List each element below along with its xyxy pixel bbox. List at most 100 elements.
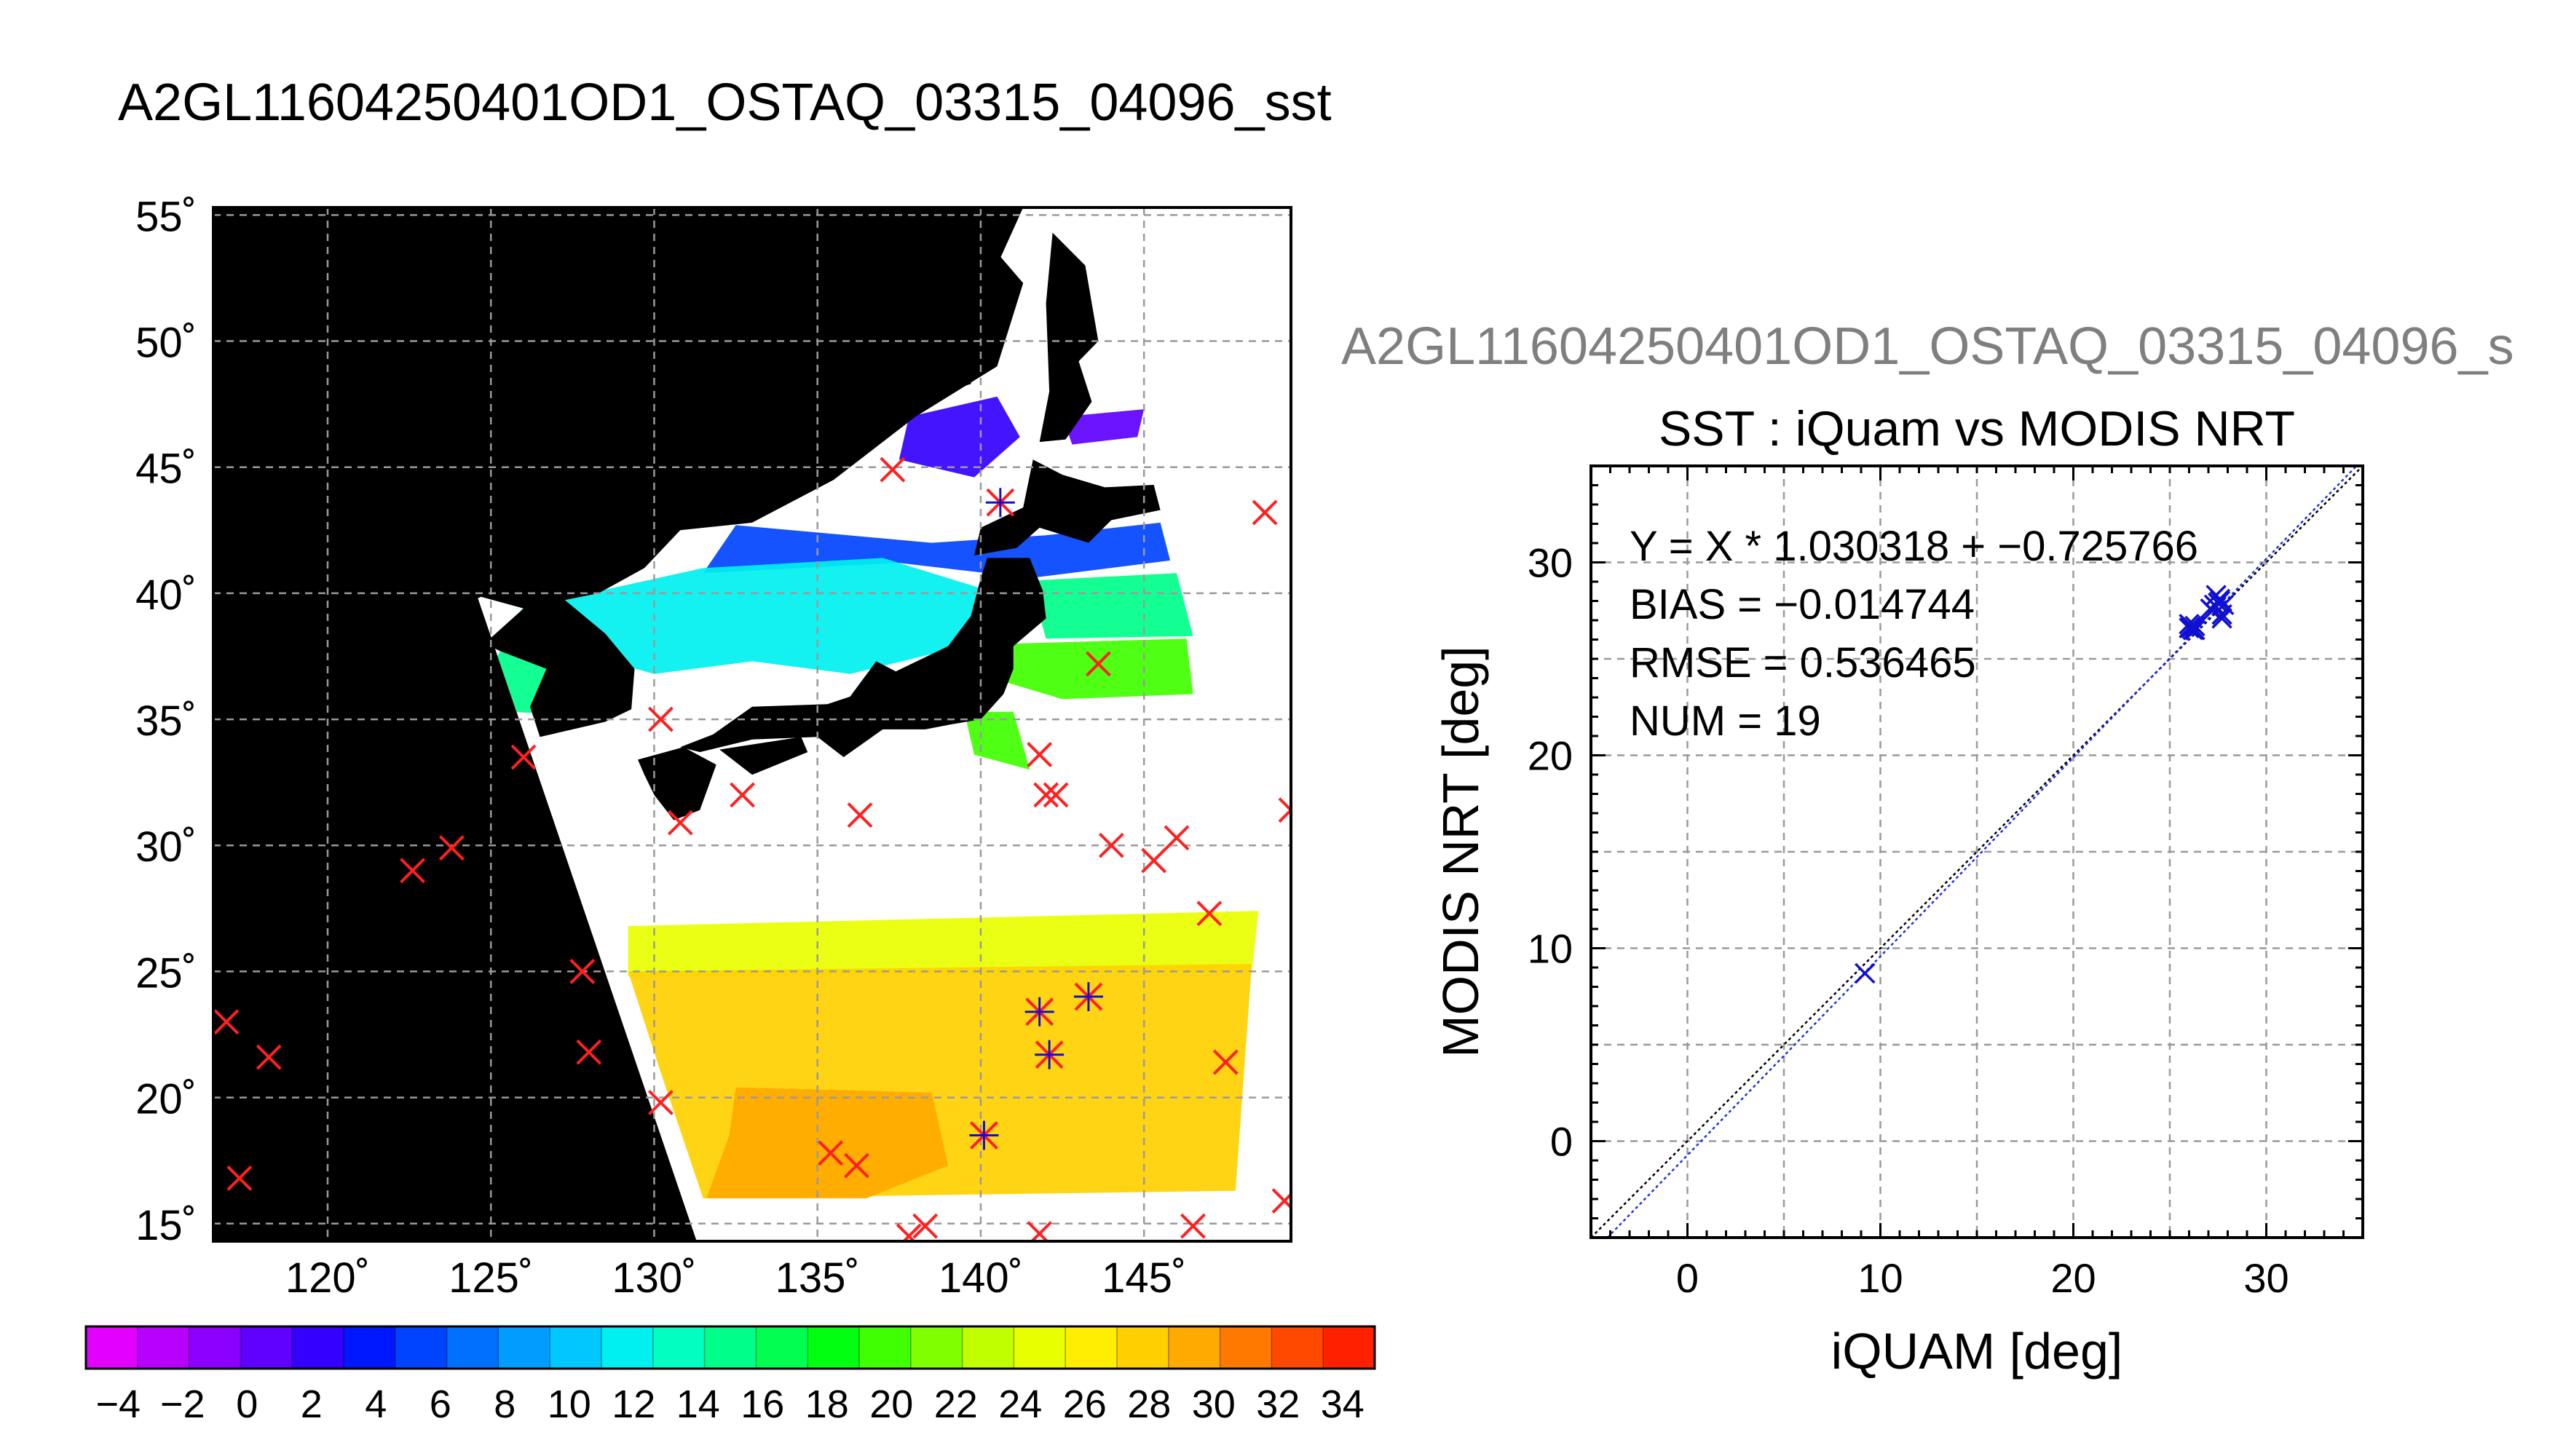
station-marker — [510, 744, 537, 770]
station-marker — [256, 1044, 282, 1070]
station-marker — [1033, 782, 1059, 808]
station-marker-stroke — [648, 1090, 674, 1115]
colorbar-tick-label: 24 — [998, 1382, 1042, 1426]
matchup-marker — [1035, 1040, 1065, 1069]
station-marker-stroke — [1043, 782, 1069, 808]
land-japan-honshu — [680, 558, 1046, 757]
sst-region — [706, 1087, 949, 1199]
map-lon-tick-label: 130˚ — [612, 1254, 696, 1302]
station-marker-stroke — [1278, 807, 1291, 823]
map-lon-tick-label: 125˚ — [449, 1254, 533, 1302]
station-marker-stroke — [648, 706, 674, 732]
station-marker — [400, 858, 425, 884]
station-marker — [648, 1090, 674, 1115]
colorbar-swatch — [601, 1326, 654, 1369]
colorbar-tick-label: −2 — [160, 1382, 205, 1426]
station-marker-stroke — [1271, 1192, 1291, 1214]
colorbar-swatch — [1065, 1326, 1118, 1369]
station-marker-stroke — [912, 1213, 939, 1239]
scatter-xtick-label: 10 — [1857, 1255, 1903, 1301]
scatter-point — [2211, 604, 2232, 625]
scatter-ytick-label: 0 — [1550, 1119, 1573, 1165]
scatter-xtick-label: 20 — [2050, 1255, 2096, 1301]
scatter-ylabel: MODIS NRT [deg] — [1432, 646, 1489, 1057]
colorbar-tick-label: 32 — [1256, 1382, 1300, 1426]
colorbar-swatch — [189, 1326, 241, 1369]
scatter-point-stroke — [2184, 615, 2205, 637]
station-marker-stroke — [1278, 797, 1291, 812]
colorbar-tick-label: 22 — [934, 1382, 978, 1426]
station-marker-stroke — [400, 858, 425, 884]
identity-line — [1591, 466, 2363, 1238]
station-marker-stroke — [1033, 782, 1059, 808]
station-marker-stroke — [1027, 742, 1053, 767]
station-marker — [1196, 901, 1223, 927]
map-lat-tick-label: 35˚ — [135, 697, 197, 745]
colorbar-swatch — [550, 1326, 602, 1369]
scatter-title: SST : iQuam vs MODIS NRT — [1659, 401, 2295, 456]
matchup-marker — [969, 1120, 999, 1150]
map-frame — [212, 206, 1292, 1243]
colorbar-tick-label: 18 — [805, 1382, 849, 1426]
map-lat-tick-label: 25˚ — [135, 949, 197, 997]
land-mainland-asia — [213, 207, 1024, 1022]
land-korea — [484, 598, 635, 737]
station-marker-stroke — [1180, 1213, 1206, 1239]
colorbar-tick-label: 28 — [1127, 1382, 1171, 1426]
colorbar-swatch — [395, 1326, 448, 1369]
matchup-marker — [1073, 982, 1103, 1012]
colorbar-swatch — [344, 1326, 396, 1369]
colorbar-tick-label: 2 — [301, 1382, 323, 1426]
map-lon-tick-label: 135˚ — [775, 1254, 860, 1302]
map-lon-tick-label: 145˚ — [1102, 1254, 1186, 1302]
colorbar-swatch — [498, 1326, 550, 1369]
map-lat-tick-label: 30˚ — [135, 823, 197, 871]
station-marker — [896, 1223, 922, 1241]
colorbar-swatch — [910, 1326, 963, 1369]
colorbar-tick-label: 30 — [1192, 1382, 1236, 1426]
station-marker-stroke — [730, 782, 755, 808]
station-marker — [1141, 847, 1167, 874]
station-marker-stroke — [569, 959, 596, 984]
colorbar-tick-label: 34 — [1321, 1382, 1365, 1426]
station-marker-stroke — [510, 744, 537, 770]
colorbar-swatch — [292, 1326, 344, 1369]
colorbar-swatch — [1323, 1326, 1375, 1369]
sst-region — [1003, 638, 1193, 700]
scatter-xtick-label: 30 — [2243, 1255, 2289, 1301]
colorbar-tick-label: 12 — [612, 1382, 655, 1426]
map-title: A2GL11604250401OD1_OSTAQ_03315_04096_sst — [118, 74, 1332, 132]
scatter-point — [2184, 620, 2205, 641]
station-marker — [847, 802, 873, 828]
station-marker-stroke — [844, 1152, 869, 1179]
scatter-stats-line: BIAS = −0.014744 — [1630, 581, 1975, 628]
station-marker-stroke — [226, 1166, 253, 1191]
map-lat-tick-label: 20˚ — [135, 1076, 197, 1123]
station-marker-stroke — [1085, 651, 1111, 677]
map-lon-tick-label: 140˚ — [939, 1254, 1023, 1302]
sst-region — [628, 911, 1259, 977]
scatter-plot-area — [1591, 466, 2363, 1238]
station-marker-stroke — [901, 1223, 922, 1241]
station-marker — [1043, 782, 1069, 808]
colorbar-tick-label: 16 — [741, 1382, 784, 1426]
scatter-point-stroke — [2211, 608, 2232, 629]
colorbar-frame — [84, 1325, 1376, 1370]
matchup-marker — [1024, 997, 1054, 1026]
station-marker — [667, 810, 693, 836]
station-marker — [1027, 742, 1053, 767]
colorbar-swatch — [756, 1326, 808, 1369]
station-marker-stroke — [1252, 499, 1278, 526]
station-marker-stroke — [1141, 847, 1167, 874]
land-taiwan — [331, 966, 390, 1050]
colorbar-swatch — [137, 1326, 190, 1369]
scatter-xlabel: iQUAM [deg] — [1831, 1323, 2123, 1380]
colorbar-tick-label: 6 — [430, 1382, 451, 1426]
station-marker-stroke — [213, 1009, 240, 1035]
colorbar-tick-label: 20 — [869, 1382, 913, 1426]
scatter-point — [2184, 615, 2205, 637]
scatter-point — [2180, 617, 2202, 638]
sst-region — [1062, 409, 1145, 445]
station-marker — [1085, 651, 1111, 677]
